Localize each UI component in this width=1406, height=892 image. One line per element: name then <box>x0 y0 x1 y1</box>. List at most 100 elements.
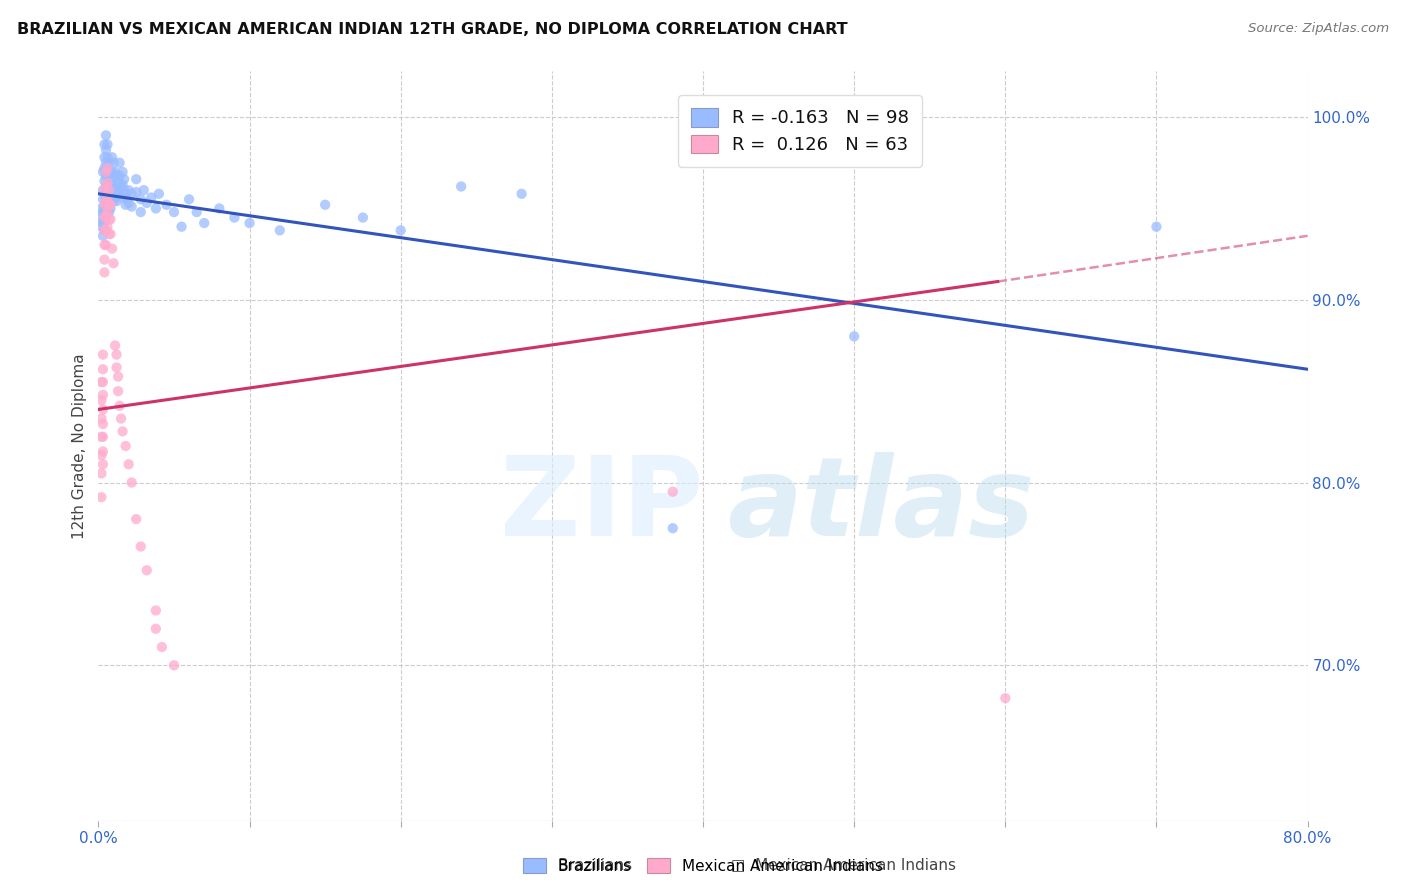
Point <box>103 256 125 270</box>
Point <box>179 192 201 206</box>
Point <box>145 622 167 636</box>
Point <box>108 181 131 195</box>
Point <box>110 179 132 194</box>
Text: □  Brazilians: □ Brazilians <box>534 857 633 872</box>
Point <box>100 190 122 204</box>
Point <box>91 375 114 389</box>
Point <box>90 490 112 504</box>
Point <box>94 179 117 194</box>
Point <box>96 219 118 234</box>
Point <box>163 658 186 673</box>
Point <box>93 211 115 225</box>
Point <box>103 169 125 183</box>
Point <box>94 209 117 223</box>
Point <box>94 192 117 206</box>
Point <box>112 172 135 186</box>
Point <box>141 190 163 204</box>
Point <box>91 430 114 444</box>
Point <box>100 165 122 179</box>
Point <box>208 202 231 216</box>
Point <box>103 181 125 195</box>
Point <box>101 190 124 204</box>
Text: Source: ZipAtlas.com: Source: ZipAtlas.com <box>1249 22 1389 36</box>
Point <box>91 388 114 402</box>
Point <box>93 183 115 197</box>
Point <box>91 457 114 471</box>
Point <box>239 216 262 230</box>
Point <box>994 691 1017 706</box>
Point <box>96 150 118 164</box>
Point <box>111 165 134 179</box>
Point <box>129 540 152 554</box>
Point <box>103 194 125 208</box>
Point <box>91 402 114 417</box>
Point <box>96 137 118 152</box>
Point <box>121 200 143 214</box>
Point <box>91 192 114 206</box>
Point <box>93 238 115 252</box>
Point <box>125 185 148 199</box>
Point <box>104 338 127 352</box>
Point <box>96 176 118 190</box>
Point <box>145 202 167 216</box>
Point <box>118 183 141 197</box>
Point <box>129 192 152 206</box>
Point <box>93 137 115 152</box>
Point <box>98 198 121 212</box>
Point <box>104 190 127 204</box>
Point <box>91 444 114 458</box>
Point <box>114 439 136 453</box>
Point <box>90 430 112 444</box>
Point <box>352 211 374 225</box>
Point <box>145 603 167 617</box>
Point <box>96 161 118 176</box>
Point <box>105 194 128 208</box>
Point <box>94 179 117 194</box>
Point <box>108 169 131 183</box>
Point <box>100 178 122 192</box>
Point <box>389 223 412 237</box>
Point <box>110 411 132 425</box>
Point <box>98 227 121 241</box>
Point <box>125 172 148 186</box>
Point <box>450 179 472 194</box>
Point <box>93 223 115 237</box>
Point <box>96 205 118 219</box>
Point <box>96 176 118 190</box>
Point <box>94 205 117 219</box>
Point <box>98 212 121 227</box>
Point <box>118 457 141 471</box>
Point <box>94 165 117 179</box>
Point <box>193 216 215 230</box>
Point <box>118 196 141 211</box>
Point <box>90 448 112 462</box>
Point <box>110 190 132 204</box>
Point <box>93 200 115 214</box>
Point <box>150 640 173 654</box>
Point <box>108 399 131 413</box>
Point <box>100 198 122 212</box>
Point <box>93 212 115 227</box>
Point <box>93 198 115 212</box>
Point <box>101 150 124 164</box>
Point <box>105 181 128 195</box>
Point <box>90 202 112 216</box>
Point <box>114 186 136 201</box>
Point <box>107 174 129 188</box>
Point <box>129 205 152 219</box>
Point <box>93 174 115 188</box>
Point <box>111 425 134 439</box>
Point <box>170 219 193 234</box>
Point <box>101 178 124 192</box>
Point <box>93 252 115 267</box>
Point <box>112 183 135 197</box>
Point <box>100 202 122 216</box>
Point <box>93 150 115 164</box>
Point <box>94 238 117 252</box>
Point <box>94 128 117 143</box>
Point <box>104 178 127 192</box>
Point <box>94 223 117 237</box>
Point <box>135 563 157 577</box>
Point <box>105 169 128 183</box>
Point <box>91 183 114 197</box>
